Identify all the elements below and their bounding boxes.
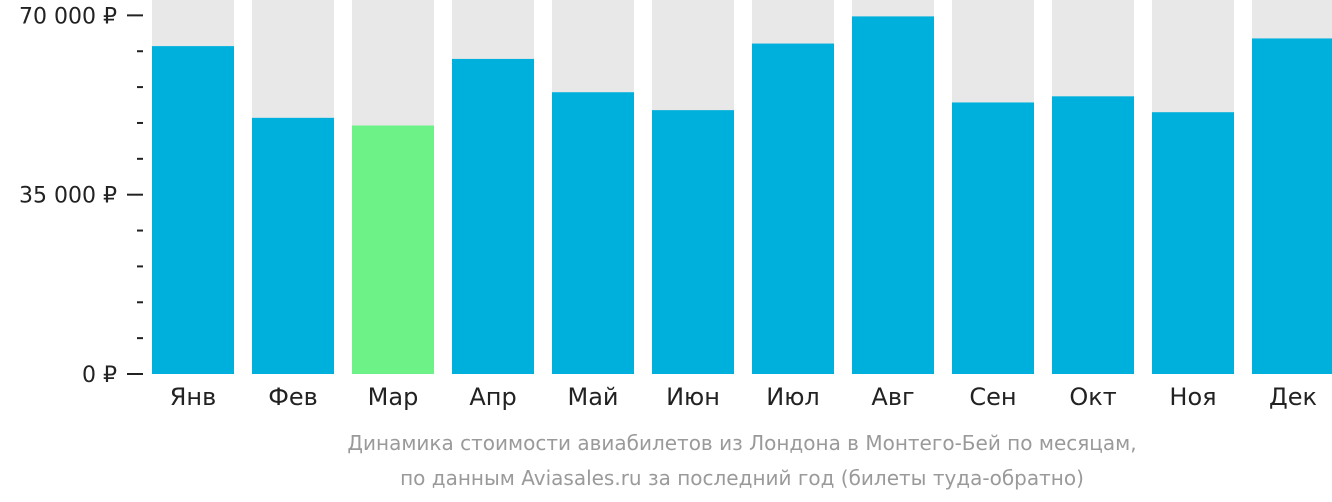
x-tick-label-3: Апр [469, 383, 516, 411]
x-tick-label-9: Окт [1069, 383, 1116, 411]
bar-8[interactable] [952, 102, 1034, 374]
y-tick-label-0: 0 ₽ [82, 363, 117, 388]
bar-11[interactable] [1252, 38, 1332, 375]
x-tick-label-7: Авг [871, 383, 914, 411]
bars [152, 16, 1332, 375]
y-tick-label-1: 35 000 ₽ [19, 184, 117, 209]
chart-caption-line-1: Динамика стоимости авиабилетов из Лондон… [347, 431, 1137, 455]
x-tick-label-2: Мар [368, 383, 419, 411]
bar-3[interactable] [452, 58, 534, 374]
bar-10[interactable] [1152, 112, 1234, 374]
x-tick-label-8: Сен [969, 383, 1016, 411]
x-tick-label-10: Ноя [1169, 383, 1216, 411]
x-axis: Янв Фев Мар Апр Май Июн Июл Авг Сен Окт Ноя Дек [170, 383, 1317, 411]
x-tick-label-4: Май [567, 383, 618, 411]
bar-2[interactable] [352, 125, 434, 375]
bar-6[interactable] [752, 43, 834, 375]
x-tick-label-0: Янв [170, 383, 217, 411]
y-tick-label-2: 70 000 ₽ [19, 4, 117, 29]
chart-caption-line-2: по данным Aviasales.ru за последний год … [400, 466, 1084, 490]
bar-1[interactable] [252, 117, 334, 374]
x-tick-label-5: Июн [666, 383, 720, 411]
x-tick-label-6: Июл [766, 383, 820, 411]
bar-7[interactable] [852, 16, 934, 374]
x-tick-label-11: Дек [1269, 383, 1317, 411]
bar-9[interactable] [1052, 96, 1134, 374]
bar-0[interactable] [152, 46, 234, 374]
y-axis: 0 ₽ 35 000 ₽ 70 000 ₽ [19, 4, 143, 388]
price-bar-chart: 0 ₽ 35 000 ₽ 70 000 ₽ Янв Фев Мар Апр Май Июн Ию… [19, 0, 1332, 411]
x-tick-label-1: Фев [268, 383, 318, 411]
bar-5[interactable] [652, 110, 734, 374]
bar-4[interactable] [552, 92, 634, 374]
